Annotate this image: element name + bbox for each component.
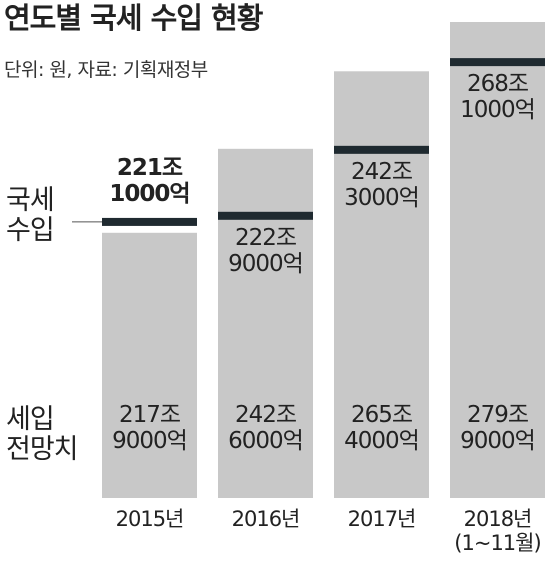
actual-marker xyxy=(334,145,429,154)
marker-value-label: 221조 1000억 xyxy=(109,154,190,207)
actual-marker xyxy=(102,217,197,226)
marker-value-label: 268조 1000억 xyxy=(460,71,536,123)
bar xyxy=(334,71,429,499)
actual-marker xyxy=(218,211,313,220)
x-tick-label: 2017년 xyxy=(347,507,417,531)
legend-label: 국세 수입 xyxy=(6,184,55,247)
marker-value-label: 222조 9000억 xyxy=(228,224,304,277)
bar-value-label: 265조 4000억 xyxy=(344,402,420,454)
bar-value-label: 217조 9000억 xyxy=(112,402,188,454)
legend-label: 세입 전망치 xyxy=(6,404,79,466)
bar xyxy=(102,232,197,499)
bar-value-label: 279조 9000억 xyxy=(460,402,536,454)
chart-title: 연도별 국세 수입 현황 xyxy=(4,1,263,35)
x-tick-label: 2015년 xyxy=(115,507,185,531)
actual-marker xyxy=(450,58,545,67)
bar-value-label: 242조 6000억 xyxy=(228,402,304,454)
marker-value-label: 242조 3000억 xyxy=(344,158,420,211)
x-tick-label: 2018년 (1~11월) xyxy=(454,507,541,555)
x-tick-label: 2016년 xyxy=(231,507,301,531)
bar xyxy=(218,148,313,498)
bar xyxy=(450,22,545,498)
chart-subtitle: 단위: 원, 자료: 기획재정부 xyxy=(4,59,208,81)
